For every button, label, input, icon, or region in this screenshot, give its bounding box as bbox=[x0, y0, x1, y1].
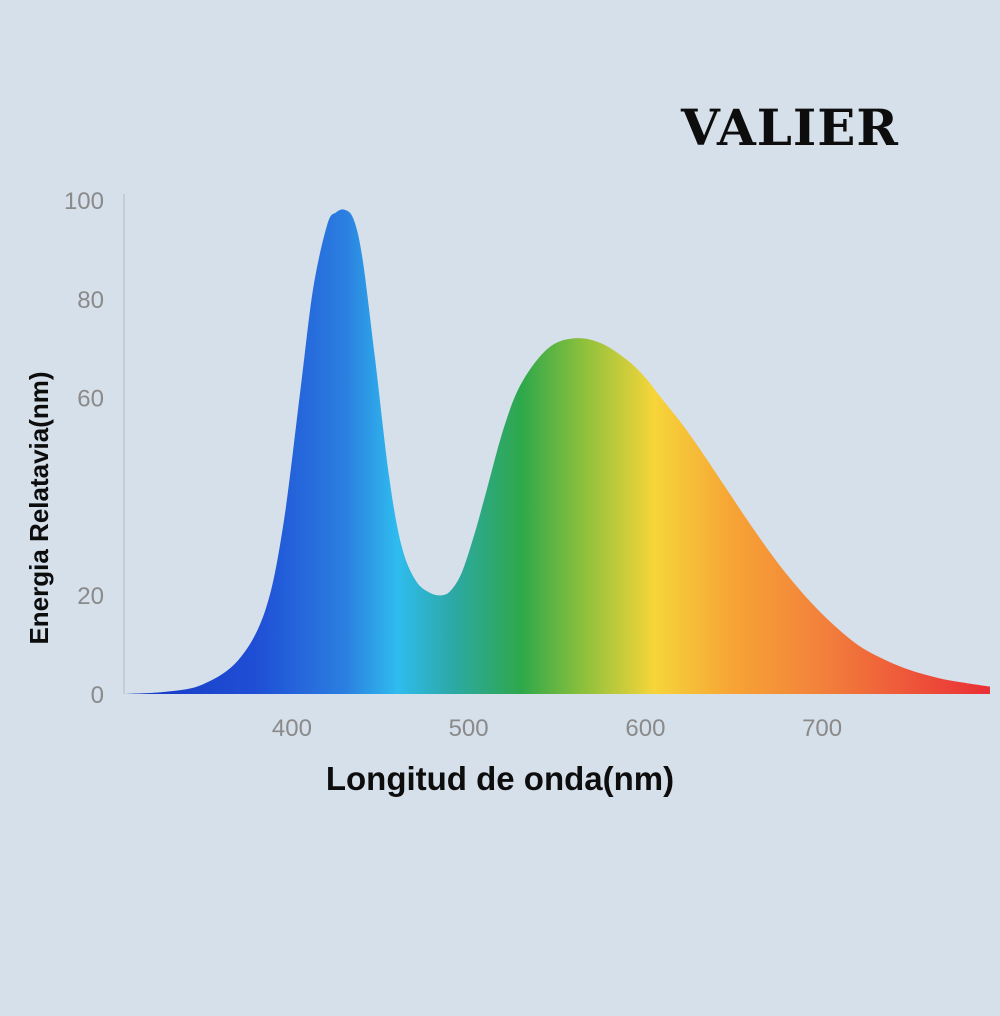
y-axis-ticks: 0 20 60 80 100 bbox=[64, 188, 104, 709]
x-tick-label: 600 bbox=[625, 715, 665, 742]
y-tick-label: 60 bbox=[77, 386, 104, 413]
x-axis-ticks: 400 500 600 700 bbox=[272, 715, 842, 742]
x-tick-label: 700 bbox=[802, 715, 842, 742]
brand-logo: VALIER bbox=[681, 98, 899, 157]
y-axis-title: Energia Relatavia(nm) bbox=[24, 371, 54, 644]
x-axis-title: Longitud de onda(nm) bbox=[326, 760, 674, 797]
y-tick-label: 100 bbox=[64, 188, 104, 215]
plot-area bbox=[124, 209, 990, 694]
spectrum-area-series-0 bbox=[124, 209, 990, 694]
y-tick-label: 0 bbox=[91, 682, 104, 709]
y-tick-label: 20 bbox=[77, 583, 104, 610]
x-tick-label: 500 bbox=[449, 715, 489, 742]
x-tick-label: 400 bbox=[272, 715, 312, 742]
y-tick-label: 80 bbox=[77, 287, 104, 314]
